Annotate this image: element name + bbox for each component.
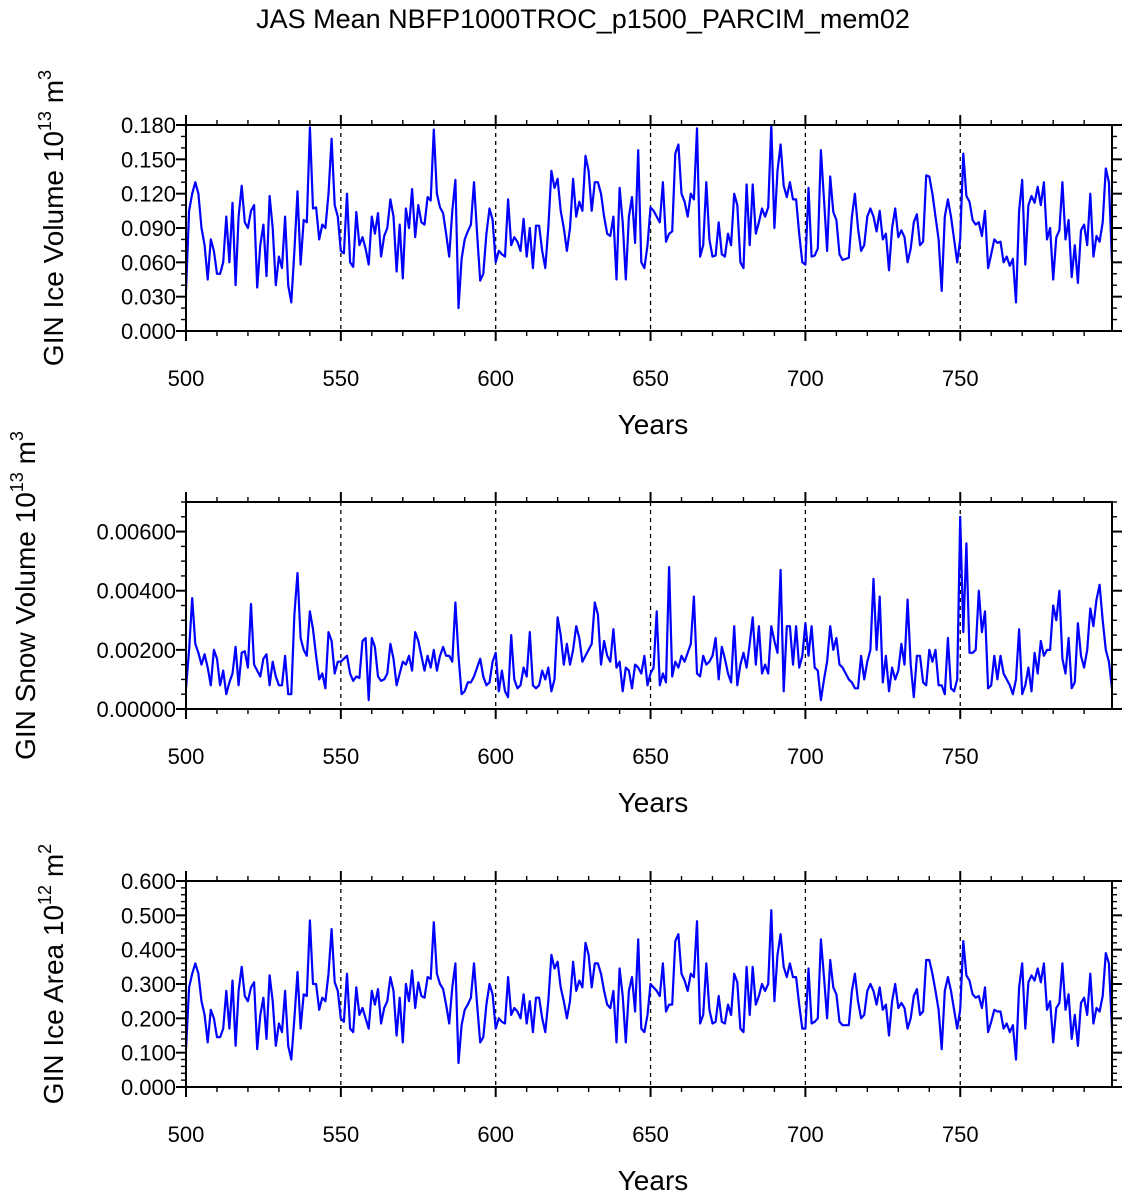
y-axis-label-ylabel: GIN Ice Volume 10 bbox=[38, 131, 69, 366]
y-axis-label-ylabel-unit-exp: 3 bbox=[7, 431, 27, 441]
y-tick-label: 0.120 bbox=[121, 182, 176, 207]
panel-1: 500 550 600 650 700 750 0.000 0.030 0.060 0.090 0.… bbox=[35, 70, 1122, 440]
x-tick-label: 500 bbox=[168, 366, 205, 391]
y-axis-label-ylabel-exp: 13 bbox=[7, 472, 27, 492]
y-tick-label: 0.300 bbox=[121, 972, 176, 997]
y-tick-label: 0.100 bbox=[121, 1041, 176, 1066]
y-axis-label-ylabel-unit: m bbox=[38, 854, 69, 885]
y-tick-label: 0.00000 bbox=[96, 697, 176, 722]
plot-frame bbox=[185, 880, 1113, 1088]
y-axis-label-ylabel-exp: 12 bbox=[35, 885, 55, 905]
y-axis-label-ylabel-unit-exp: 2 bbox=[35, 844, 55, 854]
x-tick-label: 750 bbox=[942, 1122, 979, 1147]
y-axis-label: GIN Ice Area 1012 m2 bbox=[35, 844, 69, 1104]
y-axis-label-ylabel-unit-exp: 3 bbox=[35, 70, 55, 80]
x-tick-label: 600 bbox=[477, 1122, 514, 1147]
x-tick-label: 550 bbox=[322, 1122, 359, 1147]
x-tick-label: 500 bbox=[168, 744, 205, 769]
x-axis-label: Years bbox=[618, 787, 689, 818]
x-axis-label: Years bbox=[618, 409, 689, 440]
x-tick-label: 750 bbox=[942, 744, 979, 769]
y-tick-label: 0.060 bbox=[121, 250, 176, 275]
y-axis-label-ylabel-unit: m bbox=[10, 441, 41, 472]
panel-2: 500 550 600 650 700 750 0.00000 0.00200 0.00400 0… bbox=[7, 431, 1122, 818]
x-tick-label: 600 bbox=[477, 366, 514, 391]
x-tick-label: 500 bbox=[168, 1122, 205, 1147]
panel-3: 500 550 600 650 700 750 0.000 0.100 0.200 0.300 0.… bbox=[35, 844, 1122, 1196]
x-tick-label: 750 bbox=[942, 366, 979, 391]
data-series-line bbox=[184, 515, 1114, 702]
y-tick-label: 0.400 bbox=[121, 938, 176, 963]
y-tick-label: 0.00400 bbox=[96, 579, 176, 604]
chart-title: JAS Mean NBFP1000TROC_p1500_PARCIM_mem02 bbox=[256, 4, 910, 34]
x-tick-label: 650 bbox=[632, 1122, 669, 1147]
y-tick-label: 0.000 bbox=[121, 1075, 176, 1100]
y-axis-label: GIN Ice Volume 1013 m3 bbox=[35, 70, 69, 366]
y-tick-label: 0.00200 bbox=[96, 638, 176, 663]
y-tick-label: 0.500 bbox=[121, 903, 176, 928]
y-tick-label: 0.600 bbox=[121, 869, 176, 894]
x-tick-label: 600 bbox=[477, 744, 514, 769]
y-axis-label-ylabel: GIN Ice Area 10 bbox=[38, 905, 69, 1104]
y-tick-label: 0.200 bbox=[121, 1006, 176, 1031]
y-tick-label: 0.180 bbox=[121, 113, 176, 138]
y-axis-label-ylabel-unit: m bbox=[38, 80, 69, 111]
y-tick-label: 0.090 bbox=[121, 216, 176, 241]
x-tick-label: 700 bbox=[787, 366, 824, 391]
y-tick-label: 0.150 bbox=[121, 147, 176, 172]
y-tick-label: 0.030 bbox=[121, 285, 176, 310]
data-series-line bbox=[184, 909, 1114, 1065]
x-axis-label: Years bbox=[618, 1165, 689, 1196]
y-tick-label: 0.000 bbox=[121, 319, 176, 344]
x-tick-label: 700 bbox=[787, 1122, 824, 1147]
y-axis-label-ylabel: GIN Snow Volume 10 bbox=[10, 492, 41, 760]
y-axis-label: GIN Snow Volume 1013 m3 bbox=[7, 431, 41, 760]
x-tick-label: 550 bbox=[322, 744, 359, 769]
y-axis-label-ylabel-exp: 13 bbox=[35, 111, 55, 131]
x-tick-label: 700 bbox=[787, 744, 824, 769]
x-tick-label: 550 bbox=[322, 366, 359, 391]
y-tick-label: 0.00600 bbox=[96, 520, 176, 545]
x-tick-label: 650 bbox=[632, 744, 669, 769]
x-tick-label: 650 bbox=[632, 366, 669, 391]
data-series-line bbox=[184, 123, 1114, 310]
